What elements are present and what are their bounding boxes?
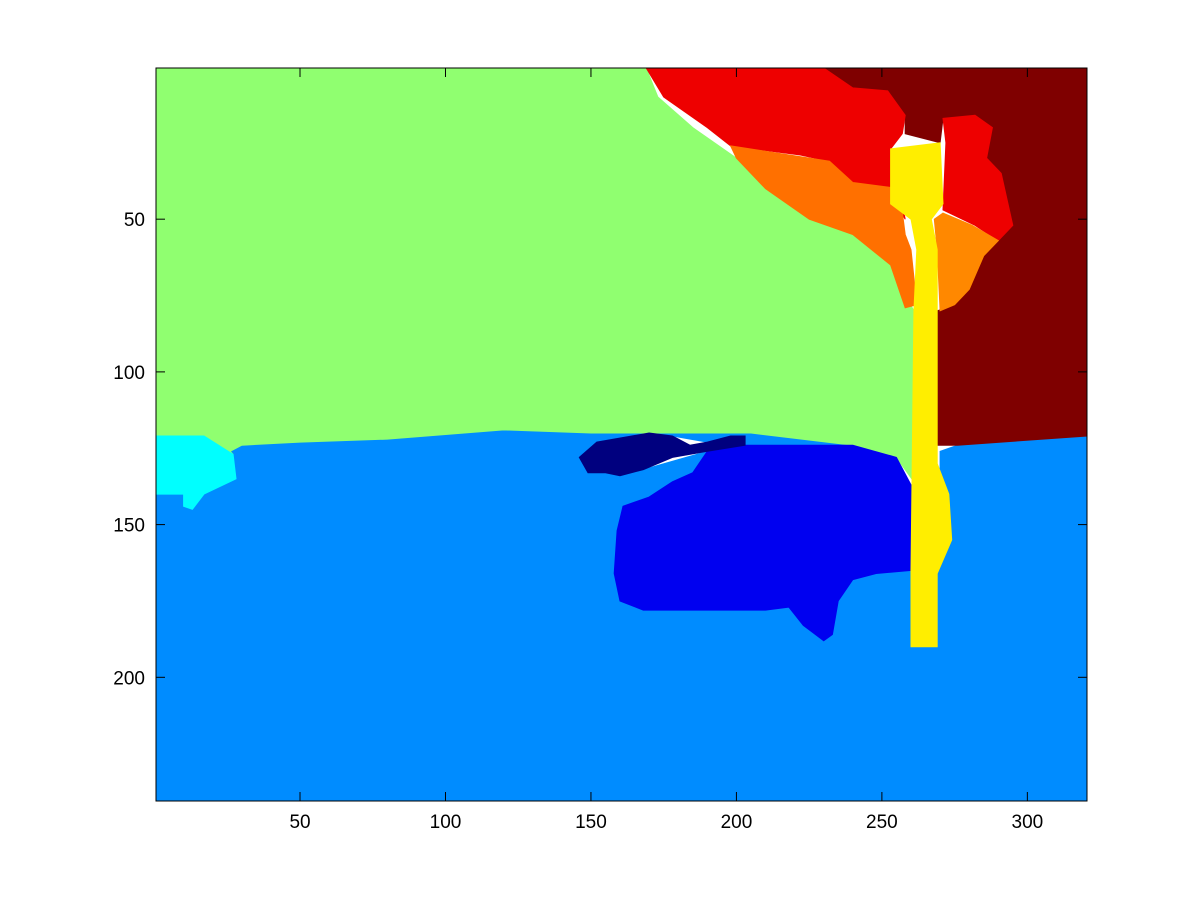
region-8 xyxy=(933,212,1000,312)
x-tick-label: 50 xyxy=(289,812,310,833)
region-1 xyxy=(578,432,746,477)
region-7 xyxy=(729,145,918,309)
x-tick-label: 150 xyxy=(575,812,607,833)
y-tick-label: 200 xyxy=(113,668,145,689)
y-tick-label: 50 xyxy=(124,210,145,231)
y-tick-label: 150 xyxy=(113,516,145,537)
axes-frame xyxy=(155,67,1088,802)
x-axis-ticks: 50 100 150 200 250 300 xyxy=(289,68,1043,833)
region-9 xyxy=(645,67,906,220)
x-tick-label: 250 xyxy=(866,812,898,833)
segmentation-regions xyxy=(155,67,1088,802)
region-10 xyxy=(942,114,1014,242)
x-tick-label: 100 xyxy=(430,812,462,833)
region-2 xyxy=(613,444,912,642)
region-4 xyxy=(155,435,237,510)
x-tick-label: 300 xyxy=(1012,812,1044,833)
x-tick-label: 200 xyxy=(721,812,753,833)
y-axis-ticks: 50 100 150 200 xyxy=(113,210,1087,689)
region-6 xyxy=(890,142,953,648)
y-tick-label: 100 xyxy=(113,363,145,384)
region-3 xyxy=(155,429,1088,802)
